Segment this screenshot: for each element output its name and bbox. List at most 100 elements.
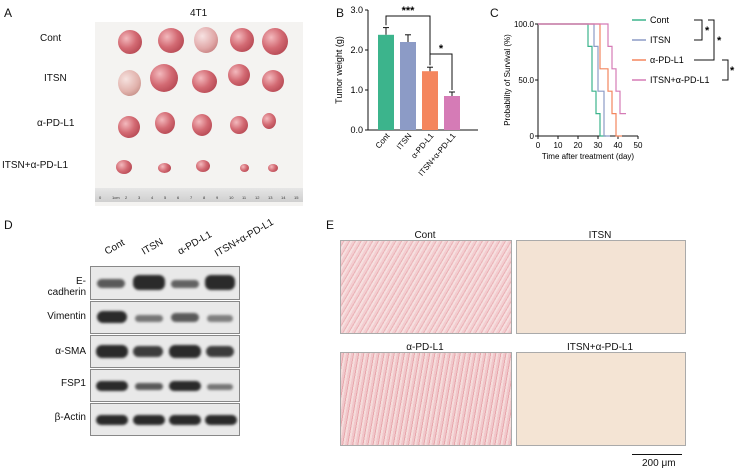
sig-bracket (694, 19, 715, 61)
x-axis-label: Time after treatment (day) (542, 152, 635, 161)
scale-bar-label: 200 μm (642, 458, 676, 469)
tumor (158, 28, 184, 53)
wb-row-bactin: β-Actin (54, 412, 86, 423)
ruler-tick-label: 3 (138, 195, 141, 200)
survival-line (538, 23, 626, 115)
survival-chart: 0 50.0 100.0 0 10 20 30 40 50 Time after treatmen… (503, 15, 735, 161)
panel-letter-e: E (326, 218, 335, 232)
histo-label-combo: ITSN+α-PD-L1 (566, 342, 634, 353)
panel-letter-d: D (4, 218, 13, 232)
blot-fsp1 (90, 369, 240, 402)
sig-label: *** (402, 5, 416, 17)
ruler-tick-label: 0 (99, 195, 102, 200)
panel-letter-a: A (4, 6, 13, 20)
ruler-tick-label: 15 (294, 195, 299, 200)
histo-label-apdl1: α-PD-L1 (406, 342, 444, 353)
ruler-tick-label: 5 (164, 195, 167, 200)
group-label-cont: Cont (40, 33, 62, 44)
sig-label: * (717, 35, 722, 47)
category-label: ITSN (395, 131, 414, 151)
bar (444, 96, 460, 130)
sig-bracket (722, 59, 729, 81)
ruler-tick-label: 1cm (112, 195, 120, 200)
panel-letter-b: B (336, 6, 345, 20)
blot-bactin (90, 403, 240, 436)
y-tick-label: 100.0 (514, 20, 535, 29)
sig-label: * (730, 65, 735, 77)
sig-label: * (705, 25, 710, 37)
y-axis-label: Probability of Survival (%) (503, 34, 512, 126)
ruler-tick-label: 6 (177, 195, 180, 200)
sig-bracket (385, 15, 431, 66)
ruler-tick-label: 2 (125, 195, 128, 200)
ruler-tick-label: 14 (281, 195, 286, 200)
histo-label-cont: Cont (414, 230, 436, 241)
wb-col-cont: Cont (103, 237, 127, 258)
ruler-tick-label: 4 (151, 195, 154, 200)
photo-title: 4T1 (190, 8, 208, 19)
sig-bracket (694, 19, 703, 41)
bar (400, 42, 416, 130)
sig-bracket (429, 53, 453, 90)
wb-row-fsp1: FSP1 (60, 378, 86, 389)
x-tick-label: 40 (614, 141, 623, 150)
sig-label: * (439, 43, 444, 55)
blot-asma (90, 335, 240, 368)
y-tick-label: 0.0 (350, 125, 363, 135)
panel-letter-c: C (490, 6, 499, 20)
histo-image-itsn (516, 240, 686, 334)
survival-line (538, 23, 622, 137)
group-label-itsn: ITSN (44, 73, 67, 84)
ruler-tick-label: 12 (255, 195, 260, 200)
tumor (118, 116, 140, 138)
tumor (268, 164, 278, 172)
x-tick-label: 10 (554, 141, 563, 150)
group-label-apdl1: α-PD-L1 (37, 118, 75, 129)
ruler-tick-label: 11 (242, 195, 247, 200)
y-tick-label: 1.0 (350, 85, 363, 95)
tumor (262, 113, 276, 129)
tumor (240, 164, 249, 172)
histo-image-apdl1 (340, 352, 512, 446)
survival-line (538, 23, 610, 137)
tumor (118, 30, 142, 54)
x-tick-label: 0 (536, 141, 541, 150)
legend-label: α-PD-L1 (650, 55, 684, 65)
tumor (150, 64, 178, 92)
x-tick-label: 30 (594, 141, 603, 150)
survival-line (538, 23, 606, 137)
wb-col-itsn: ITSN (140, 236, 166, 258)
bar (422, 71, 438, 130)
wb-row-asma: α-SMA (55, 346, 86, 357)
bar (378, 34, 394, 130)
wb-col-apdl1: α-PD-L1 (176, 229, 214, 258)
ruler-ticks: 0 1cm 2 3 4 5 6 7 8 9 10 11 12 13 14 15 (95, 195, 303, 203)
ruler-tick-label: 8 (203, 195, 206, 200)
tumor (116, 160, 132, 174)
scale-bar (632, 454, 682, 455)
blot-ecadherin (90, 266, 240, 300)
blot-vimentin (90, 301, 240, 334)
ruler-tick-label: 10 (229, 195, 234, 200)
histo-label-itsn: ITSN (588, 230, 612, 241)
tumor (192, 114, 212, 136)
y-axis-label: Tumor weight (g) (334, 36, 344, 104)
tumor (118, 70, 141, 96)
tumor (158, 163, 171, 173)
histo-image-combo (516, 352, 686, 446)
category-label: Cont (374, 131, 392, 150)
histo-image-cont (340, 240, 512, 334)
tumor (228, 64, 250, 86)
y-tick-label: 50.0 (518, 76, 534, 85)
tumor (155, 112, 175, 134)
x-tick-label: 20 (574, 141, 583, 150)
y-tick-label: 2.0 (350, 45, 363, 55)
tumor (192, 70, 217, 93)
tumor (230, 28, 254, 52)
wb-row-ecadherin: E-cadherin (47, 276, 86, 298)
ruler-tick-label: 13 (268, 195, 273, 200)
wb-row-vimentin: Vimentin (47, 311, 86, 322)
tumor (262, 70, 284, 92)
y-tick-label: 3.0 (350, 5, 363, 15)
